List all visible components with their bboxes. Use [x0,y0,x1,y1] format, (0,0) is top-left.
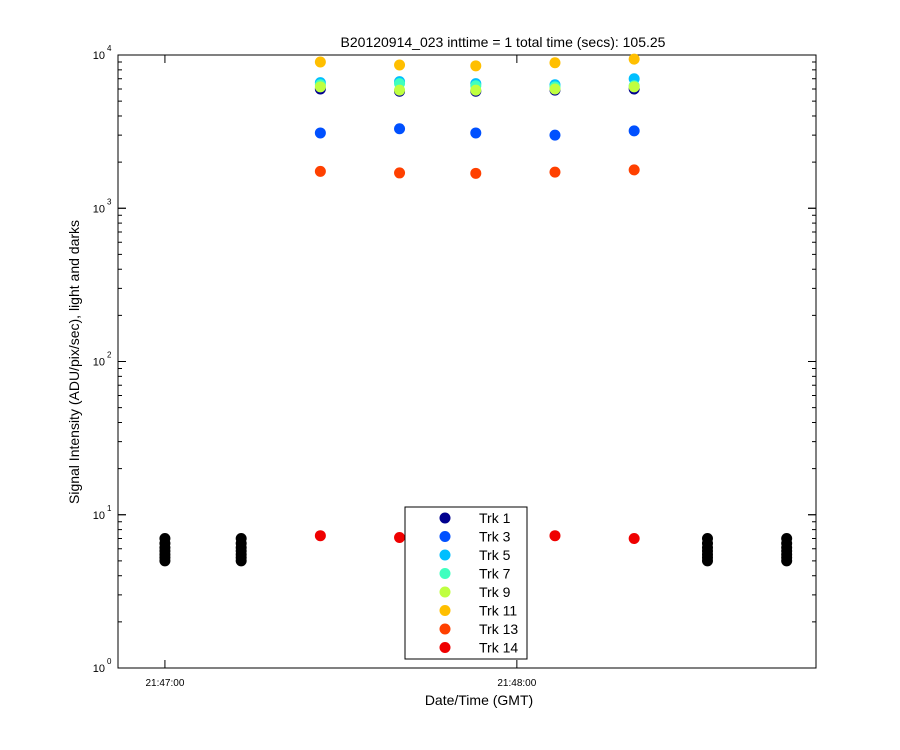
data-point [470,127,482,139]
data-point [470,60,482,72]
data-point [781,555,793,567]
data-point [470,167,482,179]
data-point [549,129,561,141]
data-point [549,530,561,542]
data-point [314,56,326,68]
data-point [628,164,640,176]
y-tick-label: 10 [93,203,105,215]
y-tick-label: 10 [93,50,105,62]
y-tick-label: 10 [93,357,105,369]
legend: Trk 1 Trk 3 Trk 5 Trk 7 Trk 9 Trk 11 Trk 13 Trk… [404,506,528,660]
data-point [314,165,326,177]
y-tick-exponent: 4 [107,44,112,53]
legend-marker [439,549,451,561]
data-point [235,555,247,567]
data-point [470,84,482,96]
y-tick-exponent: 2 [107,351,112,360]
x-tick-label: 21:48:00 [497,678,536,689]
data-points [159,53,793,567]
legend-marker [439,531,451,542]
data-point [314,127,326,139]
data-point [394,84,406,96]
data-point [394,532,406,544]
x-tick-label: 21:47:00 [145,678,184,689]
data-point [701,555,713,567]
data-point [628,532,640,544]
legend-marker [439,605,451,616]
data-point [394,123,406,135]
data-point [314,530,326,542]
data-point [549,166,561,178]
legend-label: Trk 11 [479,603,517,619]
data-point [628,81,640,93]
legend-marker [439,568,451,579]
y-tick-exponent: 3 [107,197,112,206]
legend-label: Trk 5 [479,547,511,563]
y-tick-label: 10 [93,663,105,675]
data-point [549,83,561,95]
legend-label: Trk 13 [479,621,518,637]
legend-marker [439,642,451,653]
legend-marker [439,512,451,524]
legend-label: Trk 14 [479,640,518,656]
data-point [159,555,171,567]
y-axis-label: Signal Intensity (ADU/pix/sec), light an… [66,220,82,504]
chart-title: B20120914_023 inttime = 1 total time (se… [341,34,666,50]
y-tick-exponent: 0 [107,657,112,666]
data-point [628,125,640,137]
legend-label: Trk 3 [479,529,511,545]
legend-marker [439,623,451,635]
legend-label: Trk 1 [479,510,511,526]
data-point [394,167,406,179]
data-point [394,59,406,71]
data-point [314,81,326,93]
legend-label: Trk 7 [479,566,511,582]
x-axis-label: Date/Time (GMT) [425,692,533,708]
x-axis: 21:47:00 21:48:00 [145,55,537,689]
legend-marker [439,586,451,598]
y-tick-exponent: 1 [107,504,112,513]
legend-label: Trk 9 [479,584,511,600]
data-point [549,57,561,69]
legend-box [404,506,528,660]
y-tick-label: 10 [93,510,105,522]
data-point [628,53,640,65]
